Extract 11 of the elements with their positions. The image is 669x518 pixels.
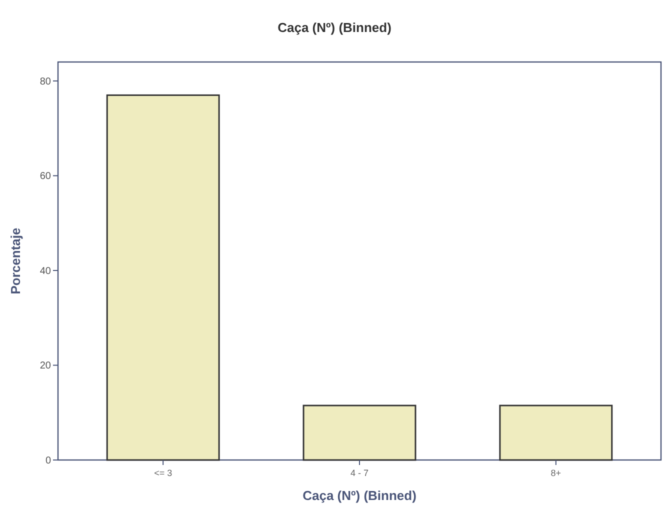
y-tick-label: 20: [40, 360, 52, 372]
y-tick-label: 0: [45, 456, 52, 466]
y-tick-label: 60: [40, 171, 52, 182]
x-tick-label: 4 - 7: [350, 468, 369, 478]
x-axis-title: Caça (Nº) (Binned): [302, 488, 416, 503]
y-tick-label: 80: [40, 76, 52, 88]
x-tick-label: <= 3: [154, 468, 172, 478]
y-axis-title: Porcentaje: [8, 228, 23, 294]
x-tick-label: 8+: [550, 468, 562, 478]
y-tick-label: 40: [40, 266, 52, 277]
chart-title: Caça (Nº) (Binned): [278, 20, 392, 35]
